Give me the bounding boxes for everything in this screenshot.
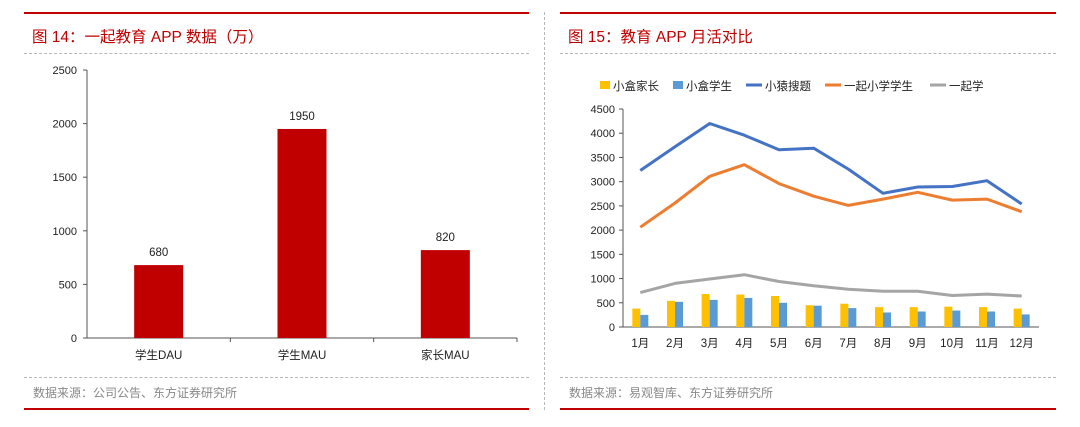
- figure-14-bar-chart: 0 500 1000 1500 2000 2500 680 学生DAU 1950 学生MAU 820…: [53, 65, 518, 362]
- x-tick-label: 8月: [874, 338, 892, 350]
- bar: [277, 128, 327, 338]
- x-tick-label: 学生MAU: [278, 348, 327, 362]
- bar: [840, 303, 849, 327]
- figure-15-panel: 图 15：教育 APP 月活对比 0 500 1000 1500 2000 2500 300…: [560, 12, 1056, 410]
- bar: [805, 305, 814, 327]
- data-label: 820: [436, 232, 455, 244]
- x-tick-label: 12月: [1010, 338, 1034, 350]
- y-tick-label: 1000: [591, 274, 615, 286]
- bar: [779, 302, 787, 327]
- bar: [675, 301, 683, 327]
- figure-15-title-divider: [560, 53, 1056, 54]
- y-tick-label: 3500: [591, 152, 615, 164]
- bar: [667, 300, 675, 327]
- bar: [909, 307, 918, 327]
- x-tick-label: 5月: [770, 338, 788, 350]
- bar: [701, 294, 710, 327]
- x-tick-label: 11月: [975, 338, 998, 350]
- figure-15-source-divider: [560, 377, 1056, 378]
- figure-14-source-divider: [24, 377, 529, 378]
- legend-label: 一起学: [949, 79, 984, 93]
- series-line: [639, 122, 1023, 206]
- x-tick-label: 9月: [909, 338, 927, 350]
- y-tick-label: 4000: [591, 128, 615, 140]
- series-line: [639, 273, 1022, 298]
- y-tick-label: 1500: [591, 249, 615, 261]
- bar: [632, 308, 641, 327]
- legend-swatch: [600, 81, 610, 89]
- figure-15-source: 数据来源：易观智库、东方证券研究所: [569, 386, 774, 400]
- bar: [944, 306, 953, 327]
- y-tick-label: 2500: [53, 65, 77, 77]
- y-tick-label: 0: [71, 333, 77, 345]
- bar: [875, 307, 883, 327]
- figure-15-combo-chart: 0 500 1000 1500 2000 2500 3000 3500 4000 4500 1月 2月…: [591, 79, 1039, 350]
- bar: [813, 305, 822, 327]
- y-tick-label: 500: [597, 298, 615, 310]
- y-tick-label: 2000: [591, 225, 615, 237]
- x-tick-label: 家长MAU: [421, 348, 470, 362]
- legend-label: 一起小学学生: [844, 79, 913, 93]
- bar: [1013, 308, 1022, 327]
- bar: [848, 308, 857, 327]
- y-tick-label: 2000: [53, 119, 77, 131]
- x-tick-label: 1月: [631, 338, 649, 350]
- x-tick-label: 2月: [666, 338, 684, 350]
- x-tick-label: 学生DAU: [135, 348, 182, 362]
- legend-label: 小猿搜题: [765, 79, 811, 93]
- figure-14-bottom-rule: [24, 408, 529, 410]
- bar: [771, 295, 779, 327]
- figure-14-title: 图 14：一起教育 APP 数据（万）: [32, 29, 264, 46]
- legend-label: 小盒学生: [686, 79, 732, 93]
- bar: [709, 299, 718, 327]
- bar: [420, 250, 470, 338]
- bar: [952, 310, 961, 327]
- y-tick-label: 500: [59, 279, 77, 291]
- x-tick-label: 7月: [839, 338, 857, 350]
- bar: [640, 314, 649, 327]
- legend-swatch: [673, 81, 683, 89]
- figure-14-top-rule: [24, 12, 529, 14]
- x-tick-label: 6月: [805, 338, 823, 350]
- bar: [883, 312, 891, 327]
- y-tick-label: 2500: [591, 201, 615, 213]
- bar: [987, 311, 995, 327]
- x-tick-label: 3月: [701, 338, 719, 350]
- data-label: 1950: [289, 111, 315, 123]
- bar: [744, 297, 753, 327]
- series-line: [639, 163, 1023, 229]
- panel-gutter-divider: [544, 12, 545, 410]
- figure-14-title-divider: [24, 53, 529, 54]
- y-tick-label: 0: [609, 322, 615, 334]
- bar: [736, 294, 745, 327]
- bar: [134, 265, 184, 338]
- legend-label: 小盒家长: [613, 79, 659, 93]
- x-tick-label: 4月: [735, 338, 753, 350]
- bar: [979, 307, 987, 327]
- y-tick-label: 4500: [591, 104, 615, 116]
- y-tick-label: 3000: [591, 177, 615, 189]
- bar: [917, 311, 926, 327]
- data-label: 680: [149, 247, 168, 259]
- figure-15-bottom-rule: [560, 408, 1056, 410]
- figure-15-title: 图 15：教育 APP 月活对比: [568, 29, 753, 46]
- figure-14-panel: 图 14：一起教育 APP 数据（万） 0 500 1000 1500 2000 2500…: [24, 12, 529, 410]
- y-tick-label: 1000: [53, 226, 77, 238]
- figure-15-top-rule: [560, 12, 1056, 14]
- figure-14-source: 数据来源：公司公告、东方证券研究所: [33, 386, 238, 400]
- y-tick-label: 1500: [53, 172, 77, 184]
- x-tick-label: 10月: [940, 338, 964, 350]
- bar: [1021, 314, 1030, 327]
